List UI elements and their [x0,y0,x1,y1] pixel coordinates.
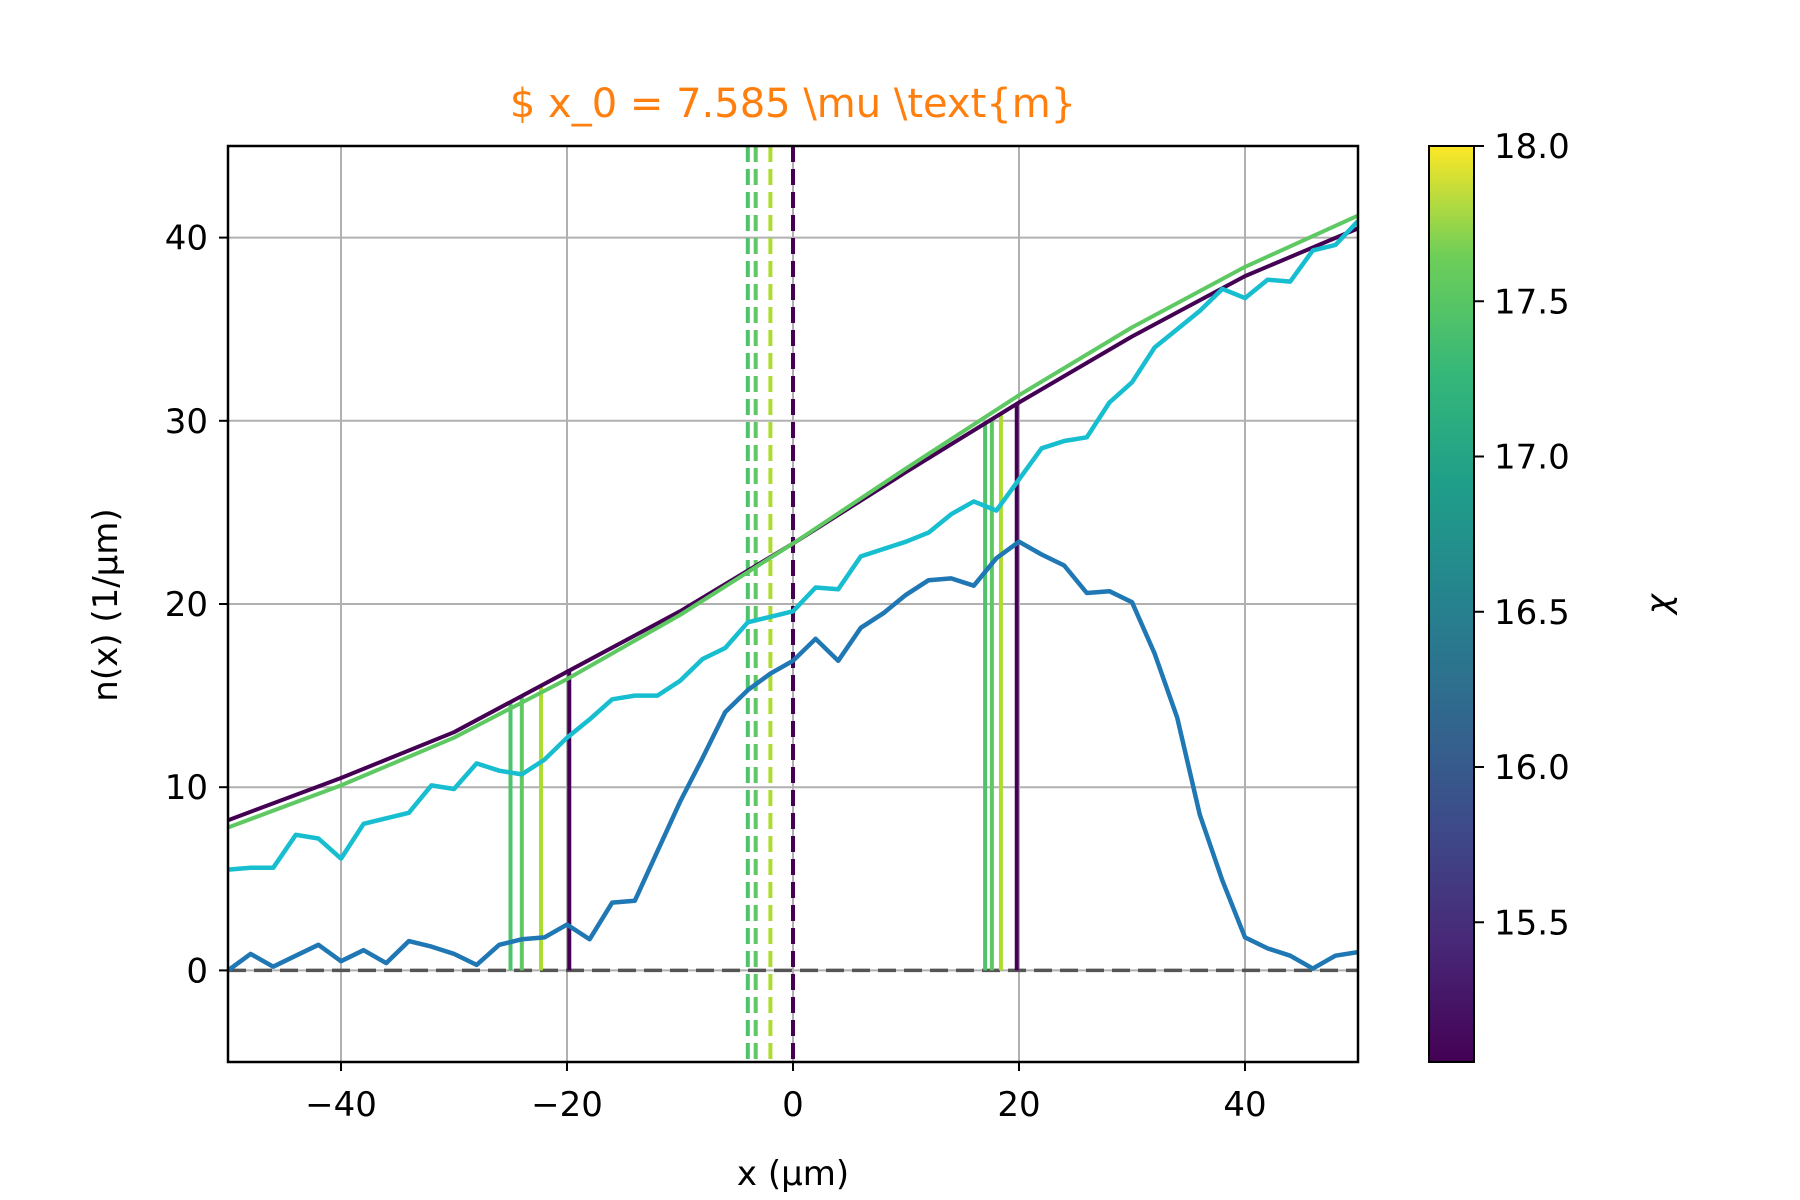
colorbar-ticks: 15.5 16.0 16.5 17.0 17.5 18.0 [1474,127,1570,943]
colorbar-tick-label: 15.5 [1494,903,1570,943]
grid [228,146,1358,1062]
y-axis: 0 10 20 30 40 [165,219,228,991]
x-tick-label: −40 [305,1085,377,1125]
series-line [228,539,1358,973]
chart-title: $ x_0 = 7.585 \mu \text{m} [510,81,1076,127]
series-line [228,213,1358,830]
y-tick-label: 20 [165,585,208,625]
colorbar-tick-label: 17.5 [1494,282,1570,322]
colorbar-tick-label: 16.5 [1494,593,1570,633]
x-tick-label: −20 [531,1085,603,1125]
x-tick-label: 40 [1223,1085,1266,1125]
y-tick-label: 10 [165,768,208,808]
series-line [228,219,1358,872]
x-tick-label: 0 [782,1085,804,1125]
y-tick-label: 30 [165,402,208,442]
colorbar-tick-label: 18.0 [1494,127,1570,167]
x-tick-label: 20 [997,1085,1040,1125]
colorbar-label: χ [1639,592,1679,616]
colorbar-tick-label: 16.0 [1494,748,1570,788]
colorbar [1428,145,1475,1063]
x-axis: −40 −20 0 20 40 [305,1062,1267,1125]
y-tick-label: 0 [186,951,208,991]
colorbar-tick-label: 17.0 [1494,438,1570,478]
x-axis-label: x (μm) [737,1154,849,1194]
plot-marks [228,146,1358,1062]
y-tick-label: 40 [165,219,208,259]
y-axis-label: n(x) (1/μm) [86,508,126,701]
